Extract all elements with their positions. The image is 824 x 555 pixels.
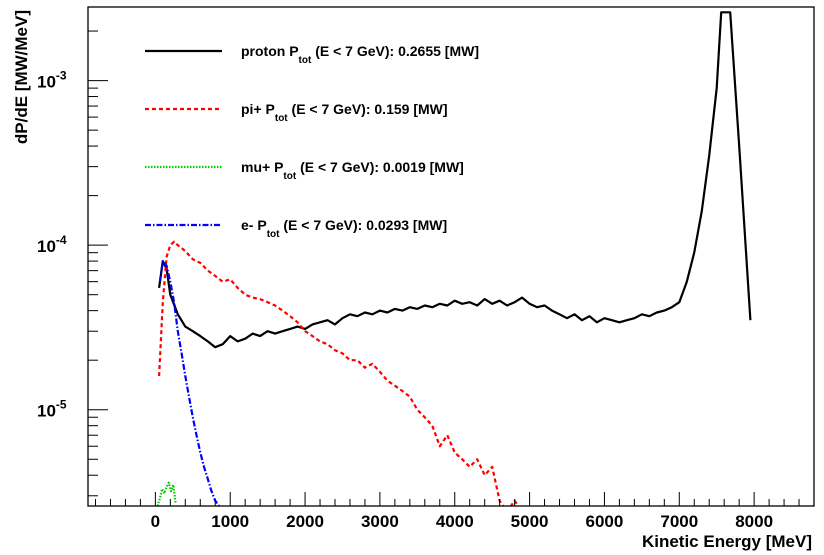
- x-axis-title: Kinetic Energy [MeV]: [642, 532, 812, 551]
- legend-entry-e: e- Ptot (E < 7 GeV): 0.0293 [MW]: [241, 217, 447, 240]
- legend-entry-proton: proton Ptot (E < 7 GeV): 0.2655 [MW]: [241, 43, 479, 66]
- x-tick-label: 8000: [735, 512, 773, 531]
- series-line-pi: [158, 240, 520, 506]
- legend: proton Ptot (E < 7 GeV): 0.2655 [MW] pi+ …: [145, 43, 479, 240]
- y-tick-label: 10-4: [37, 233, 67, 256]
- legend-entry-pi: pi+ Ptot (E < 7 GeV): 0.159 [MW]: [241, 101, 448, 124]
- x-tick-label: 6000: [586, 512, 624, 531]
- x-tick-label: 3000: [361, 512, 399, 531]
- series-line-e: [158, 260, 221, 506]
- plot-lines: [156, 11, 752, 506]
- y-tick-label: 10-3: [37, 69, 67, 92]
- x-axis-ticks: 0 1000 2000 3000 4000 5000 6000 7000 8000: [94, 492, 815, 531]
- x-tick-label: 7000: [660, 512, 698, 531]
- plot-frame: [87, 6, 815, 507]
- x-tick-label: 4000: [436, 512, 474, 531]
- x-tick-label: 0: [151, 512, 160, 531]
- x-tick-label: 2000: [286, 512, 324, 531]
- series-line-mu: [156, 481, 177, 506]
- x-tick-label: 5000: [511, 512, 549, 531]
- legend-entry-mu: mu+ Ptot (E < 7 GeV): 0.0019 [MW]: [241, 159, 464, 182]
- x-tick-label: 1000: [211, 512, 249, 531]
- y-axis-ticks: 10-5 10-4 10-3: [37, 30, 108, 497]
- y-tick-label: 10-5: [37, 398, 67, 421]
- y-axis-title: dP/dE [MW/MeV]: [12, 10, 31, 144]
- series-line-proton: [158, 11, 752, 349]
